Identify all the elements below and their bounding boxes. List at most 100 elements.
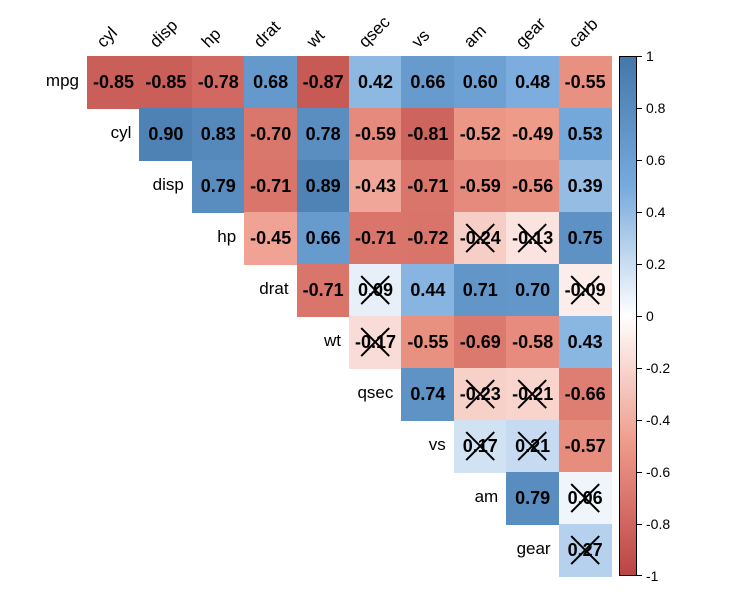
cell-value: -0.71 xyxy=(407,175,449,196)
cell-drat-am: 0.71 xyxy=(453,264,507,317)
cell-value: -0.59 xyxy=(459,175,501,196)
colorbar-tick-label: -1 xyxy=(646,568,659,584)
cell-am-carb: 0.06 xyxy=(558,472,612,526)
colorbar-tick-label: -0.8 xyxy=(646,516,671,532)
col-label-qsec: qsec xyxy=(355,12,394,52)
colorbar-tick-label: 1 xyxy=(646,48,654,64)
cell-hp-am: -0.24 xyxy=(453,212,507,265)
colorbar-tick-label: 0.6 xyxy=(646,152,666,168)
cell-mpg-vs: 0.66 xyxy=(401,56,455,109)
cell-hp-drat: -0.45 xyxy=(244,212,298,265)
cell-value: -0.59 xyxy=(354,123,397,144)
cell-value: -0.69 xyxy=(459,332,501,353)
cell-value: -0.49 xyxy=(512,123,554,144)
col-label-wt: wt xyxy=(302,25,329,52)
cell-value: 0.75 xyxy=(567,227,603,248)
cell-disp-drat: -0.71 xyxy=(244,160,298,213)
colorbar-tick xyxy=(637,56,642,57)
cell-value: -0.43 xyxy=(354,175,397,196)
cell-value: 0.60 xyxy=(462,71,498,92)
insignificant-cross-icon xyxy=(517,223,548,253)
cell-wt-vs: -0.55 xyxy=(401,316,455,369)
colorbar-tick xyxy=(637,264,642,265)
cell-disp-wt: 0.89 xyxy=(296,160,350,213)
insignificant-cross-icon xyxy=(360,327,390,357)
cell-value: -0.71 xyxy=(250,175,292,196)
cell-disp-qsec: -0.43 xyxy=(349,160,402,213)
cell-value: 0.48 xyxy=(515,71,551,92)
insignificant-cross-icon xyxy=(570,483,600,514)
cell-hp-qsec: -0.71 xyxy=(349,212,402,265)
insignificant-cross-icon xyxy=(465,431,495,462)
cell-mpg-gear: 0.48 xyxy=(506,56,560,109)
cell-value: -0.87 xyxy=(302,71,344,92)
cell-mpg-drat: 0.68 xyxy=(244,56,298,109)
cell-qsec-vs: 0.74 xyxy=(401,368,455,421)
cell-hp-gear: -0.13 xyxy=(506,212,560,265)
cell-hp-vs: -0.72 xyxy=(401,212,455,265)
cell-qsec-am: -0.23 xyxy=(453,368,507,421)
insignificant-cross-icon xyxy=(570,275,600,305)
cell-qsec-carb: -0.66 xyxy=(558,368,612,421)
cell-value: 0.70 xyxy=(515,280,551,300)
row-label-cyl: cyl xyxy=(110,123,132,143)
cell-value: -0.56 xyxy=(512,175,554,196)
cell-hp-carb: 0.75 xyxy=(558,212,612,265)
cell-value: -0.55 xyxy=(564,71,606,92)
col-label-am: am xyxy=(459,21,490,52)
cell-value: 0.68 xyxy=(253,71,289,92)
cell-qsec-gear: -0.21 xyxy=(506,368,560,421)
cell-value: -0.58 xyxy=(512,332,554,353)
row-label-vs: vs xyxy=(428,435,446,455)
cell-value: 0.39 xyxy=(567,175,603,196)
cell-value: -0.52 xyxy=(459,123,501,144)
row-label-disp: disp xyxy=(152,175,184,195)
cell-value: -0.70 xyxy=(250,123,292,144)
colorbar-tick-label: -0.2 xyxy=(646,360,671,376)
cell-value: 0.89 xyxy=(305,175,341,196)
cell-wt-qsec: -0.17 xyxy=(349,316,402,369)
cell-value: 0.53 xyxy=(567,123,603,144)
row-label-wt: wt xyxy=(324,331,341,351)
colorbar-tick-label: 0.2 xyxy=(646,256,666,272)
row-label-drat: drat xyxy=(259,279,289,299)
cell-value: -0.81 xyxy=(407,123,449,144)
row-label-am: am xyxy=(474,487,499,507)
cell-value: -0.71 xyxy=(354,227,397,248)
cell-vs-carb: -0.57 xyxy=(558,420,612,473)
cell-wt-gear: -0.58 xyxy=(506,316,560,369)
cell-value: -0.71 xyxy=(302,280,344,300)
cell-value: -0.66 xyxy=(564,384,606,405)
cell-value: 0.90 xyxy=(148,123,184,144)
colorbar-tick xyxy=(637,368,642,369)
colorbar-tick-label: 0.4 xyxy=(646,204,666,220)
cell-value: -0.45 xyxy=(250,227,292,248)
cell-value: 0.42 xyxy=(357,71,394,92)
col-label-gear: gear xyxy=(512,13,550,52)
row-label-gear: gear xyxy=(516,539,551,559)
cell-cyl-wt: 0.78 xyxy=(296,108,350,161)
cell-disp-am: -0.59 xyxy=(453,160,507,213)
cell-value: 0.78 xyxy=(305,123,341,144)
colorbar-tick xyxy=(637,472,642,473)
insignificant-cross-icon xyxy=(517,379,548,410)
row-label-mpg: mpg xyxy=(45,71,79,91)
cell-cyl-drat: -0.70 xyxy=(244,108,298,161)
cell-hp-wt: 0.66 xyxy=(296,212,350,265)
cell-cyl-vs: -0.81 xyxy=(401,108,455,161)
insignificant-cross-icon xyxy=(570,535,600,566)
colorbar-tick-label: -0.4 xyxy=(646,412,671,428)
insignificant-cross-icon xyxy=(517,431,548,462)
cell-cyl-hp: 0.83 xyxy=(191,108,245,161)
colorbar-tick-label: -0.6 xyxy=(646,464,671,480)
col-label-drat: drat xyxy=(250,17,285,52)
cell-cyl-am: -0.52 xyxy=(453,108,507,161)
cell-value: 0.74 xyxy=(410,384,446,405)
cell-mpg-carb: -0.55 xyxy=(558,56,612,109)
cell-value: 0.79 xyxy=(200,175,236,196)
col-label-disp: disp xyxy=(145,15,181,52)
cell-mpg-disp: -0.85 xyxy=(139,56,193,109)
cell-cyl-carb: 0.53 xyxy=(558,108,612,161)
cell-disp-hp: 0.79 xyxy=(191,160,245,213)
